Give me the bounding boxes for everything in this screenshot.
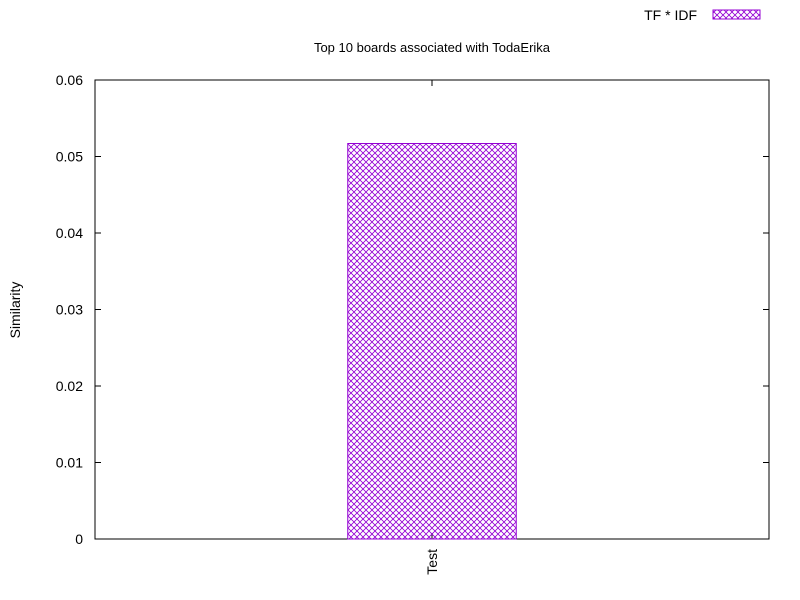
y-tick-label: 0.02 xyxy=(56,378,83,394)
y-tick-label: 0.06 xyxy=(56,72,83,88)
y-tick-label: 0.03 xyxy=(56,302,83,318)
bar xyxy=(347,142,517,540)
legend-label: TF * IDF xyxy=(644,7,697,23)
chart-title: Top 10 boards associated with TodaErika xyxy=(314,40,551,55)
x-tick-label: Test xyxy=(424,549,440,575)
y-axis-label: Similarity xyxy=(7,282,23,339)
y-tick-label: 0.05 xyxy=(56,149,83,165)
y-tick-label: 0.04 xyxy=(56,225,83,241)
y-tick-label: 0 xyxy=(75,531,83,547)
y-tick-label: 0.01 xyxy=(56,455,83,471)
legend-swatch xyxy=(712,9,761,20)
